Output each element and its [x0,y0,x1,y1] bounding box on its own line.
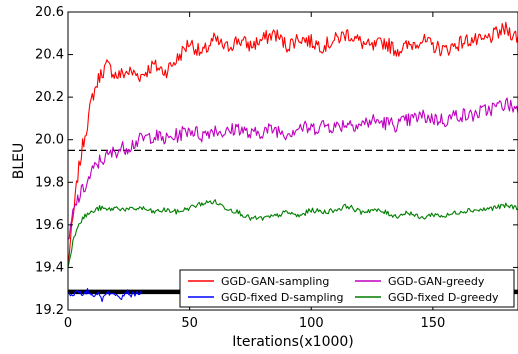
y-tick-label: 19.8 [35,175,64,190]
y-tick-label: 19.2 [35,303,64,318]
y-tick-label: 20.6 [35,5,64,20]
y-tick-label: 20.2 [35,90,64,105]
y-axis-label: BLEU [11,143,27,180]
series-line-ggd-fixed-d-sampling [68,287,142,303]
legend: GGD-GAN-sampling GGD-GAN-greedy GGD-fixed … [179,269,515,308]
series-line-ggd-gan-greedy [68,97,518,240]
legend-box [179,269,515,308]
y-tick-label: 19.4 [35,260,64,275]
x-tick-label: 150 [420,316,445,331]
legend-label: GGD-GAN-greedy [388,275,485,288]
legend-label: GGD-GAN-sampling [221,275,329,288]
plot-frame [67,11,518,311]
y-tick-label: 19.6 [35,218,64,233]
legend-label: GGD-fixed D-greedy [388,291,499,304]
x-axis-label: Iterations(x1000) [232,334,354,350]
x-tick-label: 0 [64,316,72,331]
legend-label: GGD-fixed D-sampling [221,291,344,304]
series-line-ggd-fixed-d-greedy [68,199,518,268]
x-tick-label: 100 [299,316,324,331]
series-line-ggd-gan-sampling [68,21,518,262]
y-tick-label: 20.4 [35,48,64,63]
x-tick-label: 50 [181,316,198,331]
y-tick-label: 20.0 [35,133,64,148]
